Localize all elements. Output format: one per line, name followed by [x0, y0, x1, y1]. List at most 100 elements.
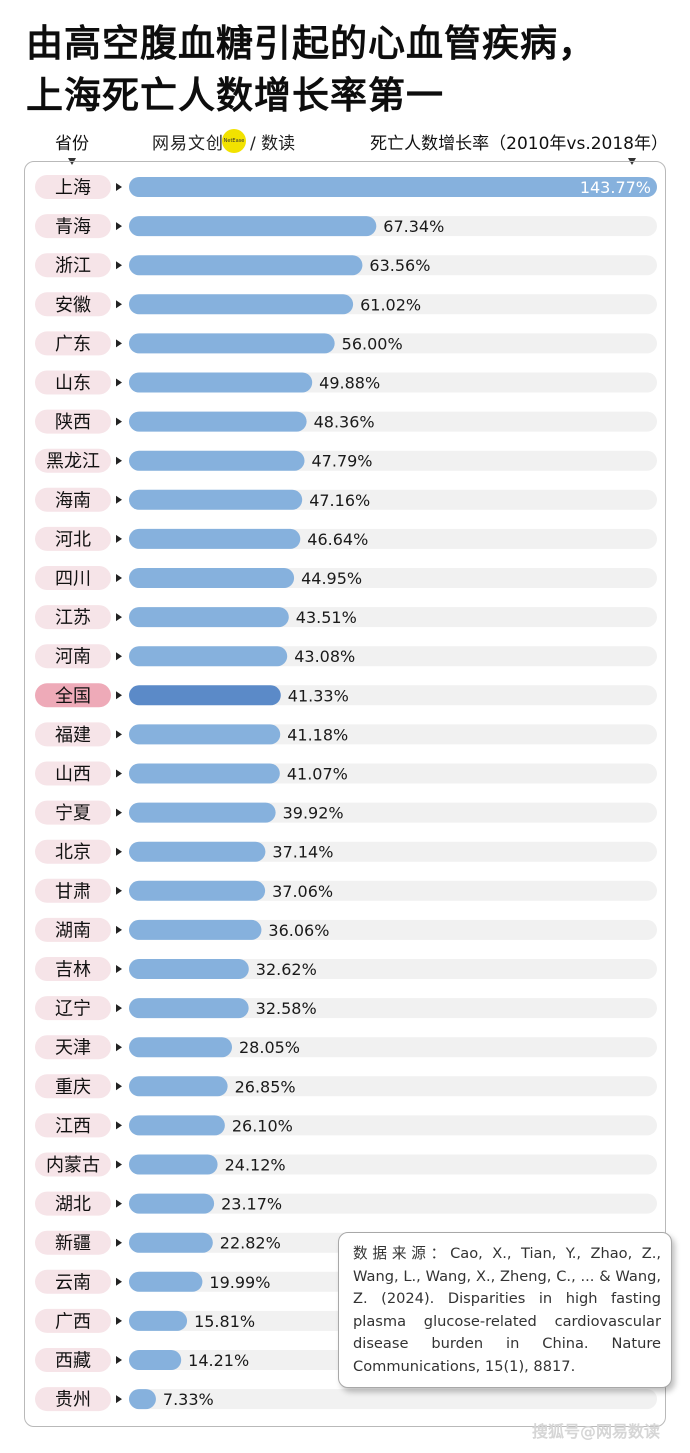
bar	[129, 216, 377, 237]
row-arrow-icon	[116, 1316, 122, 1325]
value-label: 63.56%	[369, 256, 430, 275]
province-label: 山西	[55, 764, 91, 785]
bar	[129, 1076, 228, 1097]
row-arrow-icon	[116, 495, 122, 504]
row-arrow-icon	[116, 1004, 122, 1013]
value-label: 56.00%	[342, 334, 403, 353]
value-label: 41.18%	[287, 725, 348, 744]
value-label: 41.33%	[288, 686, 349, 705]
province-label-bg	[35, 566, 111, 590]
row-arrow-icon	[116, 300, 122, 309]
value-label: 43.08%	[294, 647, 355, 666]
value-label: 37.06%	[272, 882, 333, 901]
value-label: 23.17%	[221, 1195, 282, 1214]
bar	[129, 333, 335, 354]
bar-track	[129, 1154, 657, 1175]
bar	[129, 646, 288, 667]
row-arrow-icon	[116, 378, 122, 387]
bar	[129, 1310, 188, 1331]
watermark: 搜狐号@网易数读	[532, 1422, 661, 1441]
bar	[129, 1350, 182, 1370]
row-arrow-icon	[116, 1356, 122, 1364]
province-label-bg	[35, 1230, 111, 1255]
bar	[129, 802, 276, 823]
province-label: 内蒙古	[46, 1155, 100, 1176]
province-label-bg	[35, 1035, 111, 1060]
bar	[129, 724, 281, 745]
bar-track	[129, 919, 657, 940]
bar	[129, 685, 281, 706]
bar-track	[129, 1389, 657, 1410]
bar	[129, 255, 363, 276]
province-label: 江苏	[55, 608, 91, 629]
province-label-bg	[35, 761, 111, 786]
province-label: 上海	[55, 178, 91, 199]
bar	[129, 411, 307, 432]
province-label-bg	[35, 683, 111, 708]
row-arrow-icon	[116, 1238, 122, 1247]
province-label-bg	[35, 370, 111, 395]
netease-logo: 网易文创 NetEase / 数读	[152, 127, 295, 155]
bar	[129, 998, 249, 1019]
province-label: 陕西	[55, 412, 91, 433]
province-label-bg	[35, 917, 111, 942]
value-label: 19.99%	[209, 1273, 270, 1292]
row-arrow-icon	[116, 417, 122, 426]
row-arrow-icon	[116, 1121, 122, 1130]
bar	[129, 1115, 225, 1136]
province-label-bg	[35, 253, 111, 278]
province-label: 甘肃	[55, 881, 91, 902]
value-label: 37.14%	[272, 843, 333, 862]
province-label: 新疆	[55, 1233, 91, 1254]
row-arrow-icon	[116, 339, 122, 348]
province-label: 安徽	[55, 295, 91, 316]
row-arrow-icon	[116, 1082, 122, 1091]
value-label: 47.16%	[309, 491, 370, 510]
bar	[129, 880, 266, 901]
province-label: 河南	[55, 647, 91, 668]
value-label: 26.85%	[235, 1077, 296, 1096]
logo-text: 网易文创	[152, 133, 224, 154]
title-line-2: 上海死亡人数增长率第一	[26, 74, 444, 117]
row-arrow-icon	[116, 613, 122, 622]
row-arrow-icon	[116, 222, 122, 231]
bar	[129, 1193, 215, 1214]
row-arrow-icon	[116, 886, 122, 895]
value-label: 39.92%	[283, 804, 344, 823]
province-label: 云南	[55, 1272, 91, 1293]
province-label-bg	[35, 878, 111, 903]
row-arrow-icon	[116, 534, 122, 543]
bar-track	[129, 1037, 657, 1058]
bar-track	[129, 1076, 657, 1097]
value-label: 61.02%	[360, 295, 421, 314]
row-arrow-icon	[116, 847, 122, 856]
metric-header: 死亡人数增长率（2010年vs.2018年）	[370, 134, 668, 154]
province-label-bg	[35, 1152, 111, 1177]
province-label-bg	[35, 1113, 111, 1138]
province-label-bg	[35, 839, 111, 864]
bar-track	[129, 998, 657, 1019]
province-label: 河北	[55, 529, 91, 550]
province-label-bg	[35, 175, 111, 199]
bar	[129, 177, 657, 197]
bar	[129, 489, 303, 510]
province-label-bg	[35, 800, 111, 825]
bar	[129, 450, 305, 471]
bar	[129, 959, 249, 979]
province-label: 北京	[55, 842, 91, 863]
province-label-bg	[35, 214, 111, 239]
province-label-bg	[35, 605, 111, 630]
province-label: 贵州	[55, 1390, 91, 1411]
row-arrow-icon	[116, 1043, 122, 1052]
logo-badge-icon: NetEase	[222, 129, 246, 153]
province-header: 省份	[55, 134, 89, 154]
bar	[129, 763, 280, 784]
province-label-bg	[35, 448, 111, 473]
bar-track	[129, 959, 657, 979]
bar	[129, 1154, 218, 1175]
province-label: 黑龙江	[46, 451, 100, 472]
bar	[129, 841, 266, 862]
row-arrow-icon	[116, 730, 122, 739]
row-arrow-icon	[116, 652, 122, 661]
